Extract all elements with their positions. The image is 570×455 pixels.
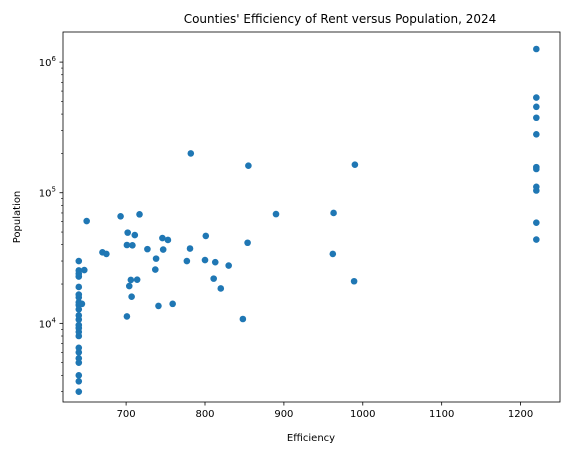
data-point: [159, 246, 167, 253]
data-point: [144, 245, 151, 253]
data-point: [186, 245, 194, 252]
data-point: [75, 312, 83, 319]
data-point: [75, 388, 83, 395]
data-point: [117, 213, 124, 220]
data-point: [124, 229, 131, 236]
data-point: [239, 315, 247, 323]
data-point: [350, 277, 358, 285]
x-tick-label: 1100: [429, 409, 454, 420]
data-point: [210, 275, 217, 282]
x-tick-label: 1000: [350, 409, 375, 420]
chart-title: Counties' Efficiency of Rent versus Popu…: [184, 12, 497, 26]
data-point: [201, 256, 209, 264]
data-point: [211, 258, 219, 266]
data-point: [164, 236, 172, 244]
data-point: [83, 217, 90, 225]
data-point: [103, 250, 110, 258]
data-point: [245, 162, 252, 170]
data-point: [533, 114, 540, 122]
data-point: [152, 255, 160, 262]
data-point: [169, 300, 176, 308]
data-point: [133, 276, 141, 283]
data-point: [329, 250, 337, 258]
y-tick-label: 104: [39, 316, 57, 330]
data-point: [75, 291, 83, 298]
x-tick-label: 700: [117, 409, 136, 420]
data-point: [202, 232, 210, 240]
data-point: [533, 103, 540, 111]
data-point: [75, 321, 83, 329]
x-tick-label: 800: [195, 409, 214, 420]
y-tick-label: 106: [39, 55, 57, 69]
data-point: [81, 266, 88, 274]
x-tick-label: 900: [274, 409, 293, 420]
data-point: [330, 209, 337, 217]
data-point: [125, 282, 133, 290]
data-point: [123, 241, 131, 249]
data-point: [131, 231, 139, 239]
x-axis-label: Efficiency: [287, 433, 335, 444]
data-point: [75, 344, 83, 352]
data-point: [244, 239, 251, 247]
data-point: [129, 241, 136, 249]
data-point: [533, 236, 540, 243]
data-point: [152, 266, 159, 273]
data-point: [225, 262, 232, 269]
data-point: [75, 267, 83, 274]
data-point: [128, 293, 135, 300]
plot-frame: [62, 31, 561, 403]
points-layer: [75, 45, 540, 395]
data-point: [533, 131, 540, 138]
data-point: [533, 45, 540, 53]
y-axis-ticks: 104 105 106: [39, 55, 63, 392]
data-point: [533, 94, 540, 101]
data-point: [75, 257, 83, 265]
data-point: [159, 234, 166, 242]
data-point: [136, 211, 143, 218]
data-point: [75, 378, 83, 385]
data-point: [75, 283, 83, 291]
data-point: [272, 210, 280, 218]
data-point: [75, 355, 83, 362]
data-point: [351, 161, 359, 168]
data-point: [533, 219, 540, 226]
data-point: [75, 349, 83, 356]
data-point: [75, 372, 83, 379]
data-point: [127, 276, 135, 284]
y-axis-label: Population: [12, 191, 23, 244]
data-point: [183, 257, 191, 265]
data-point: [533, 163, 540, 171]
data-point: [78, 300, 86, 308]
data-point: [123, 313, 131, 320]
data-point: [155, 302, 162, 310]
data-point: [533, 183, 540, 191]
data-point: [187, 150, 195, 157]
data-point: [217, 285, 225, 292]
y-tick-label: 105: [39, 186, 56, 200]
x-tick-label: 1200: [508, 409, 533, 420]
x-axis-ticks: 700 800 900 1000 1100 1200: [117, 402, 533, 420]
